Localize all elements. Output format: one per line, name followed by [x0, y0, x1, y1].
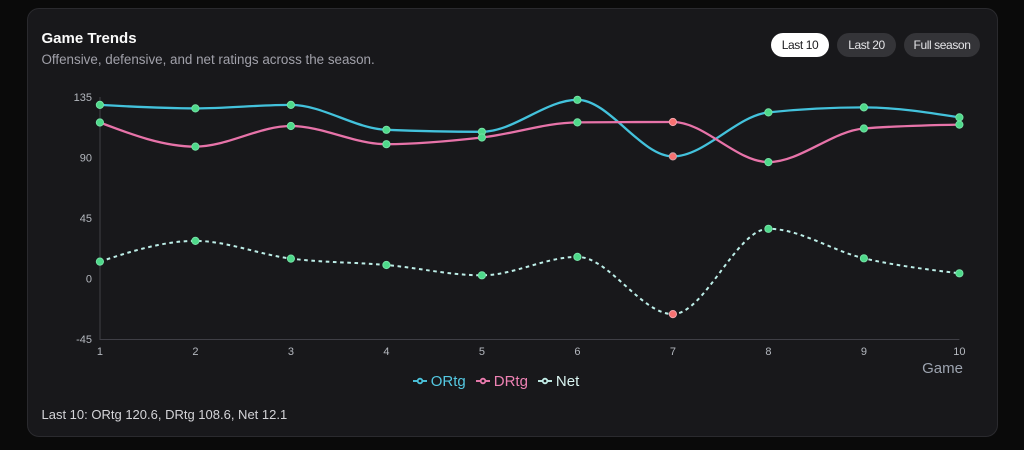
svg-text:1: 1 — [97, 346, 103, 358]
svg-text:45: 45 — [80, 213, 92, 225]
svg-text:-45: -45 — [76, 334, 92, 346]
svg-text:2: 2 — [192, 346, 198, 358]
svg-text:9: 9 — [861, 346, 867, 358]
svg-text:5: 5 — [479, 346, 485, 358]
svg-text:3: 3 — [288, 346, 294, 358]
svg-text:90: 90 — [80, 153, 92, 165]
svg-text:Game: Game — [922, 360, 963, 377]
svg-text:135: 135 — [74, 92, 92, 104]
svg-text:0: 0 — [86, 274, 92, 286]
svg-text:7: 7 — [670, 346, 676, 358]
svg-text:6: 6 — [574, 346, 580, 358]
svg-text:10: 10 — [953, 346, 965, 358]
svg-text:8: 8 — [765, 346, 771, 358]
svg-text:4: 4 — [383, 346, 389, 358]
